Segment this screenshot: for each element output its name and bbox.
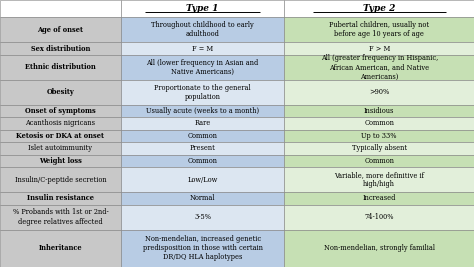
Bar <box>0 205 121 230</box>
Bar <box>0 130 121 142</box>
Text: All (lower frequency in Asian and
Native Americans): All (lower frequency in Asian and Native… <box>146 59 259 76</box>
Text: Variable, more definitive if
high/high: Variable, more definitive if high/high <box>334 171 424 188</box>
Text: Non-mendelian, increased genetic
predisposition in those with certain
DR/DQ HLA : Non-mendelian, increased genetic predisp… <box>143 235 263 261</box>
Bar <box>0 55 121 80</box>
Bar <box>284 167 474 192</box>
Text: % Probands with 1st or 2nd-
degree relatives affected: % Probands with 1st or 2nd- degree relat… <box>12 209 109 226</box>
Bar <box>284 105 474 117</box>
Text: Pubertal children, usually not
before age 10 years of age: Pubertal children, usually not before ag… <box>329 21 429 38</box>
Text: Proportionate to the general
population: Proportionate to the general population <box>155 84 251 101</box>
Text: Age of onset: Age of onset <box>37 26 83 34</box>
Text: >90%: >90% <box>369 88 389 96</box>
Bar <box>121 230 284 267</box>
Text: 74-100%: 74-100% <box>365 213 394 221</box>
Text: Common: Common <box>188 157 218 165</box>
Bar <box>121 105 284 117</box>
Text: 3-5%: 3-5% <box>194 213 211 221</box>
Bar <box>284 55 474 80</box>
Bar <box>284 205 474 230</box>
Text: Weight loss: Weight loss <box>39 157 82 165</box>
Text: Islet autoimmunity: Islet autoimmunity <box>28 144 92 152</box>
Bar <box>0 117 121 130</box>
Bar <box>284 42 474 55</box>
Text: Normal: Normal <box>190 194 215 202</box>
Bar <box>0 0 121 17</box>
Bar <box>284 17 474 42</box>
Text: Onset of symptoms: Onset of symptoms <box>25 107 96 115</box>
Text: F = M: F = M <box>192 45 213 53</box>
Bar <box>0 192 121 205</box>
Text: Insidious: Insidious <box>364 107 394 115</box>
Text: Rare: Rare <box>194 119 211 127</box>
Bar <box>121 142 284 155</box>
Text: Typically absent: Typically absent <box>352 144 407 152</box>
Text: Present: Present <box>190 144 216 152</box>
Bar <box>0 42 121 55</box>
Bar <box>121 192 284 205</box>
Bar <box>284 117 474 130</box>
Text: Obesity: Obesity <box>46 88 74 96</box>
Bar <box>121 205 284 230</box>
Bar <box>0 17 121 42</box>
Text: Increased: Increased <box>363 194 396 202</box>
Text: Usually acute (weeks to a month): Usually acute (weeks to a month) <box>146 107 259 115</box>
Bar <box>0 230 121 267</box>
Bar <box>284 155 474 167</box>
Bar <box>121 80 284 105</box>
Text: Low/Low: Low/Low <box>188 176 218 184</box>
Bar <box>0 105 121 117</box>
Text: Common: Common <box>364 119 394 127</box>
Text: Sex distribution: Sex distribution <box>31 45 90 53</box>
Bar <box>121 55 284 80</box>
Text: Common: Common <box>364 157 394 165</box>
Text: Up to 33%: Up to 33% <box>362 132 397 140</box>
Text: Type 1: Type 1 <box>186 4 219 13</box>
Bar <box>121 155 284 167</box>
Text: Insulin/C-peptide secretion: Insulin/C-peptide secretion <box>15 176 106 184</box>
Bar <box>121 42 284 55</box>
Bar <box>0 142 121 155</box>
Bar <box>284 192 474 205</box>
Bar <box>284 130 474 142</box>
Bar <box>284 230 474 267</box>
Text: F > M: F > M <box>369 45 390 53</box>
Text: Common: Common <box>188 132 218 140</box>
Bar <box>284 142 474 155</box>
Text: Insulin resistance: Insulin resistance <box>27 194 94 202</box>
Bar <box>121 167 284 192</box>
Text: Type 2: Type 2 <box>363 4 395 13</box>
Text: Ethnic distribution: Ethnic distribution <box>25 63 96 71</box>
Text: Acanthosis nigricans: Acanthosis nigricans <box>26 119 95 127</box>
Text: Ketosis or DKA at onset: Ketosis or DKA at onset <box>17 132 104 140</box>
Text: Throughout childhood to early
adulthood: Throughout childhood to early adulthood <box>151 21 254 38</box>
Bar <box>284 0 474 17</box>
Text: Non-mendelian, strongly familial: Non-mendelian, strongly familial <box>324 244 435 252</box>
Bar <box>0 80 121 105</box>
Bar <box>121 117 284 130</box>
Text: All (greater frequency in Hispanic,
African American, and Native
Americans): All (greater frequency in Hispanic, Afri… <box>320 54 438 80</box>
Bar <box>0 155 121 167</box>
Bar <box>284 80 474 105</box>
Bar <box>0 167 121 192</box>
Text: Inheritance: Inheritance <box>38 244 82 252</box>
Bar <box>121 17 284 42</box>
Bar <box>121 130 284 142</box>
Bar <box>121 0 284 17</box>
